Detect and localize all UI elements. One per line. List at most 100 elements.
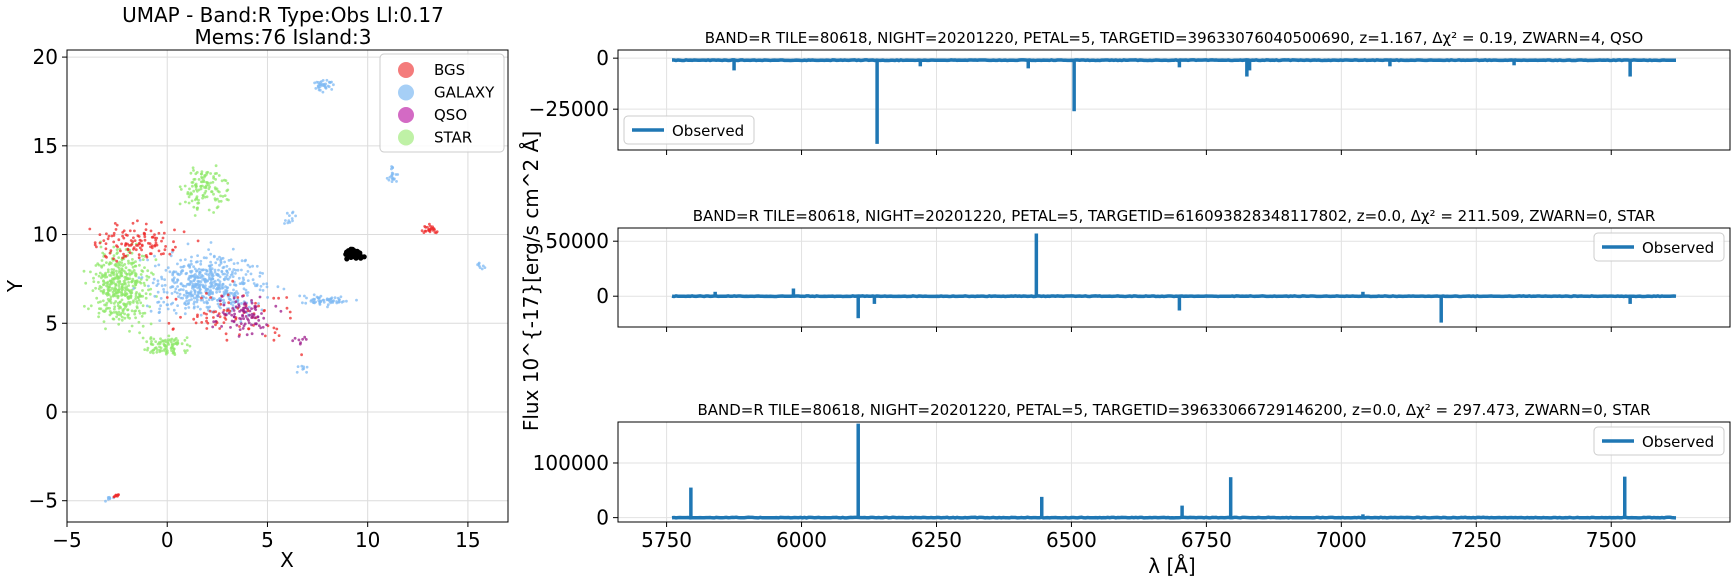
scatter-point: [314, 87, 318, 90]
scatter-point: [170, 292, 174, 295]
scatter-point: [209, 289, 213, 292]
spectrum-legend-label: Observed: [1642, 433, 1714, 451]
scatter-point: [229, 258, 233, 262]
scatter-point: [136, 244, 140, 247]
scatter-point: [154, 258, 158, 262]
scatter-point: [202, 180, 206, 184]
scatter-point: [102, 320, 106, 323]
scatter-point: [247, 319, 250, 322]
scatter-point: [140, 276, 144, 279]
scatter-point: [115, 315, 118, 319]
scatter-point: [183, 258, 187, 261]
scatter-point: [222, 303, 226, 307]
scatter-point: [208, 273, 211, 276]
scatter-point: [302, 367, 306, 370]
scatter-point: [171, 285, 175, 289]
scatter-point: [247, 327, 250, 331]
scatter-point: [116, 245, 119, 249]
scatter-point: [138, 331, 142, 335]
scatter-point: [196, 206, 200, 210]
scatter-point: [189, 279, 192, 283]
scatter-point: [246, 263, 250, 267]
scatter-point: [129, 272, 133, 275]
scatter-point: [167, 321, 171, 325]
scatter-point: [217, 174, 221, 177]
scatter-point: [155, 236, 159, 240]
scatter-point: [132, 246, 136, 250]
scatter-point: [235, 323, 239, 327]
scatter-point: [118, 280, 122, 284]
scatter-point: [149, 229, 153, 233]
scatter-point: [293, 336, 297, 340]
scatter-point: [102, 239, 106, 243]
scatter-point: [390, 171, 394, 175]
scatter-point: [210, 263, 214, 267]
scatter-point: [168, 252, 172, 256]
scatter-point: [120, 261, 124, 265]
scatter-point: [231, 279, 235, 283]
scatter-point: [124, 271, 127, 275]
scatter-point: [111, 317, 115, 321]
scatter-point: [428, 228, 431, 232]
spectrum-x-tick-label: 6000: [776, 528, 827, 552]
scatter-point: [188, 187, 191, 191]
scatter-point: [127, 284, 131, 287]
scatter-point: [224, 275, 228, 279]
scatter-point: [187, 306, 191, 309]
scatter-point: [98, 241, 102, 245]
scatter-point: [162, 288, 166, 291]
scatter-point: [103, 303, 106, 307]
scatter-point: [101, 309, 105, 313]
scatter-point: [148, 305, 152, 309]
scatter-point: [111, 294, 115, 298]
umap-x-ticks: −5 0 5 10 15: [52, 522, 481, 552]
scatter-point: [254, 305, 258, 309]
scatter-point: [167, 343, 171, 346]
scatter-point: [95, 296, 99, 300]
spectrum-panel-0: BAND=R TILE=80618, NIGHT=20201220, PETAL…: [529, 29, 1731, 155]
scatter-point: [305, 296, 308, 300]
scatter-point: [195, 196, 199, 200]
scatter-point: [173, 228, 176, 232]
scatter-point: [117, 317, 121, 321]
scatter-point: [300, 353, 303, 357]
scatter-point: [176, 262, 179, 266]
scatter-point: [116, 295, 120, 298]
scatter-point: [206, 301, 210, 305]
scatter-point: [126, 242, 129, 246]
scatter-point: [157, 231, 161, 235]
scatter-point: [291, 219, 294, 223]
scatter-point: [243, 259, 247, 263]
scatter-point: [232, 288, 235, 292]
scatter-point: [257, 324, 261, 327]
scatter-point: [192, 205, 196, 209]
scatter-point: [259, 284, 263, 288]
scatter-point: [166, 266, 170, 270]
scatter-point: [236, 296, 240, 299]
scatter-point: [176, 339, 180, 342]
scatter-point: [240, 308, 243, 312]
scatter-point: [173, 351, 176, 355]
scatter-point: [112, 302, 116, 305]
scatter-point: [303, 335, 307, 339]
legend-label-star: STAR: [434, 129, 472, 147]
scatter-point: [247, 321, 251, 325]
scatter-point: [231, 275, 235, 278]
scatter-point: [241, 276, 245, 280]
scatter-point: [220, 325, 224, 328]
scatter-point: [202, 256, 206, 260]
scatter-point: [241, 294, 244, 298]
scatter-point: [175, 342, 179, 345]
scatter-point: [186, 242, 190, 246]
scatter-point: [124, 233, 128, 237]
scatter-point: [184, 306, 187, 310]
scatter-point: [187, 195, 191, 199]
scatter-point: [105, 301, 109, 305]
scatter-point: [185, 271, 189, 275]
scatter-point: [205, 319, 208, 323]
scatter-point: [162, 290, 166, 294]
scatter-point: [178, 292, 182, 296]
scatter-point: [212, 286, 216, 290]
scatter-point: [99, 300, 102, 304]
scatter-point: [172, 240, 175, 244]
